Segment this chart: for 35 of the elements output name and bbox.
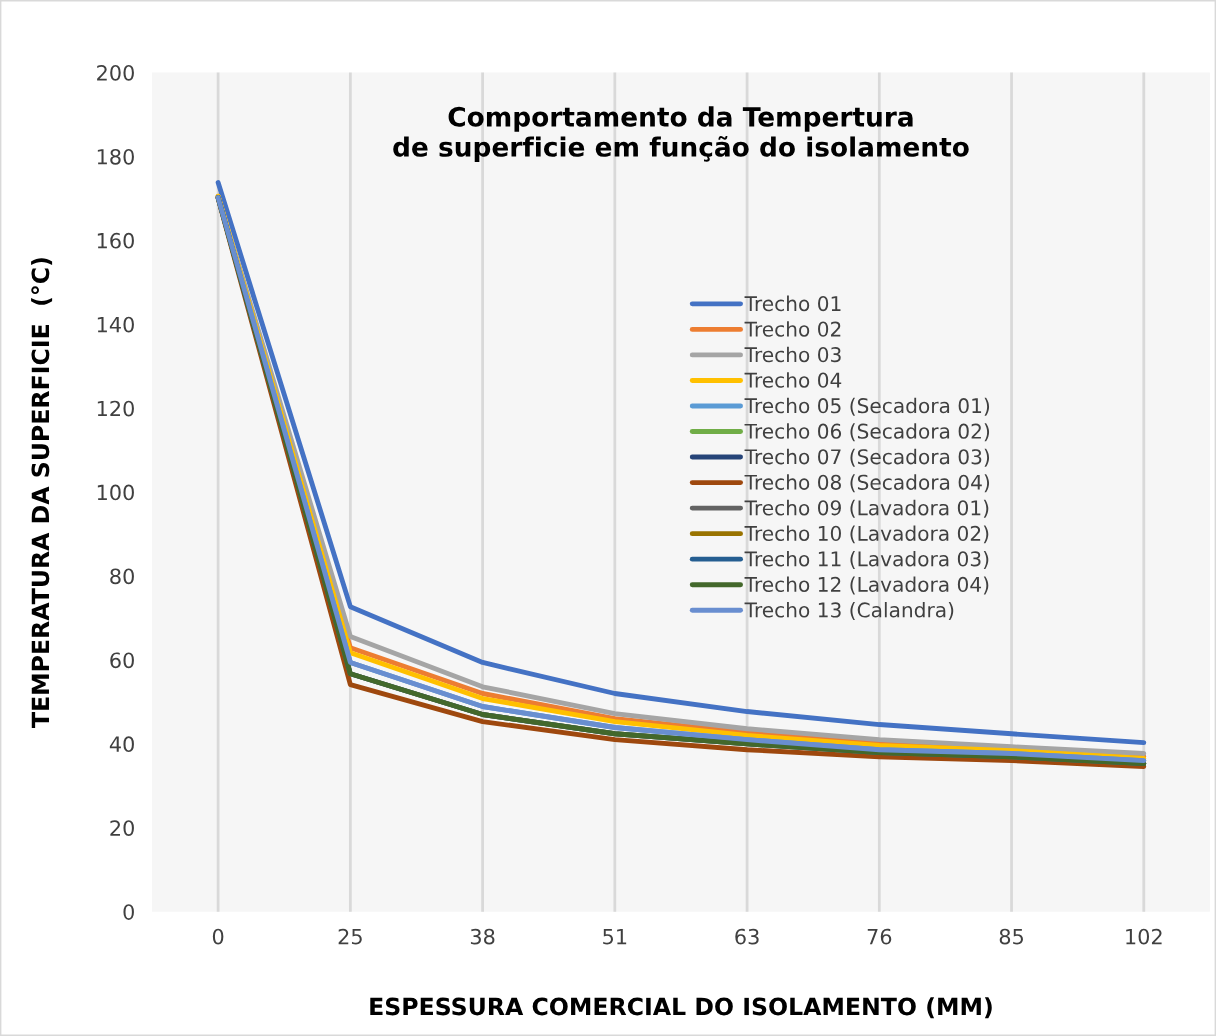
legend-label: Trecho 05 (Secadora 01) — [744, 397, 990, 416]
y-tick-label: 100 — [97, 484, 134, 501]
x-tick-label: 76 — [867, 928, 892, 945]
legend-label: Trecho 02 — [744, 321, 841, 337]
legend-label: Trecho 09 (Lavadora 01) — [744, 499, 989, 518]
x-tick-label: 38 — [470, 928, 495, 945]
y-tick-label: 180 — [97, 148, 134, 165]
y-tick-label: 120 — [97, 400, 134, 417]
x-tick-label: 85 — [999, 928, 1023, 945]
legend-label: Trecho 03 — [744, 346, 841, 363]
x-tick-label: 25 — [338, 928, 362, 945]
legend-label: Trecho 06 (Secadora 02) — [744, 423, 990, 442]
legend-label: Trecho 01 — [744, 295, 841, 312]
y-tick-label: 80 — [110, 568, 134, 585]
legend-label: Trecho 10 (Lavadora 02) — [744, 525, 989, 544]
x-tick-label: 0 — [212, 928, 224, 945]
x-tick-label: 63 — [735, 928, 759, 945]
text: Comportamento da Tempertura de superficie em função do isolamento — [393, 106, 969, 162]
y-tick-label: 140 — [97, 316, 134, 333]
legend-label: Trecho 07 (Secadora 03) — [744, 448, 990, 467]
legend-label: Trecho 04 — [744, 372, 842, 388]
legend-label: Trecho 08 (Secadora 04) — [744, 474, 990, 493]
legend-label: Trecho 11 (Lavadora 03) — [744, 550, 989, 569]
x-tick-label: 102 — [1126, 928, 1162, 945]
y-tick-label: 20 — [110, 820, 134, 836]
y-tick-label: 160 — [97, 232, 134, 249]
legend-label: Trecho 13 (Calandra) — [744, 601, 954, 620]
y-tick-label: 0 — [123, 904, 134, 920]
legend-label: Trecho 12 (Lavadora 04) — [744, 576, 989, 595]
x-tick-label: 51 — [603, 928, 627, 945]
y-tick-label: 200 — [97, 64, 134, 81]
y-axis-title: TEMPERATURA DA SUPERFICIE (°C) — [31, 258, 53, 728]
y-tick-label: 40 — [109, 736, 134, 753]
x-axis-title: ESPESSURA COMERCIAL DO ISOLAMENTO (MM) — [370, 997, 992, 1019]
y-tick-label: 60 — [110, 652, 134, 669]
